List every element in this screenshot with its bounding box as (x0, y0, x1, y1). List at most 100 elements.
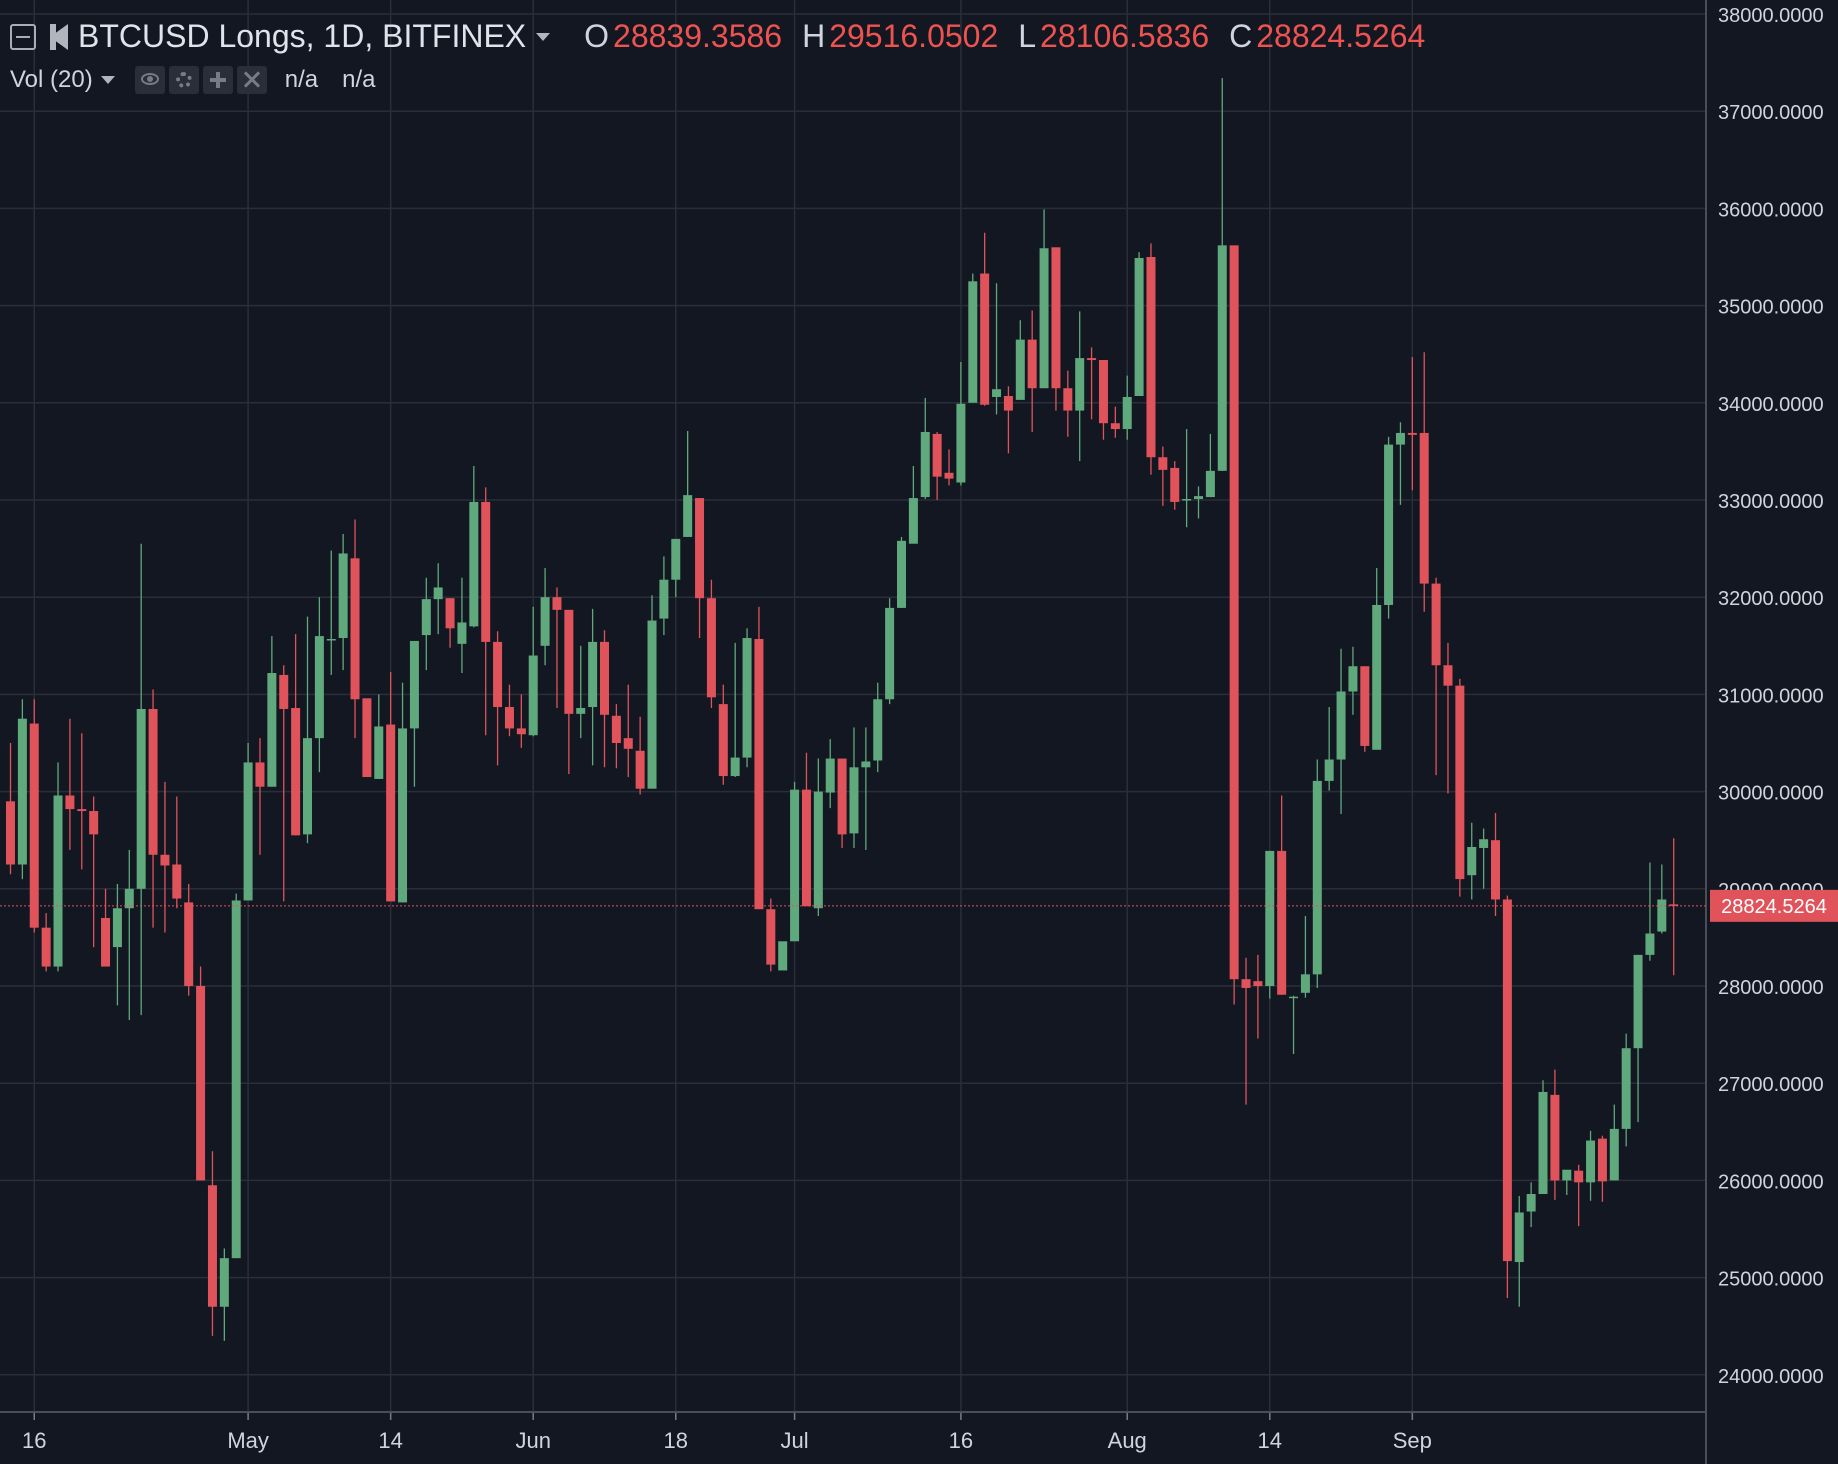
close-icon[interactable] (236, 66, 267, 94)
candle-body (635, 750, 645, 789)
candle-body (1122, 396, 1132, 430)
candle (243, 743, 253, 901)
collapse-legend-icon[interactable] (10, 23, 36, 50)
candle-body (1075, 358, 1085, 411)
candle (600, 630, 609, 768)
candle-body (184, 902, 194, 986)
candle-body (1479, 839, 1489, 848)
candle-body (718, 704, 728, 777)
candle-body (920, 431, 930, 498)
candle (362, 698, 372, 778)
candle (101, 888, 111, 967)
candle (1491, 812, 1500, 917)
candle-body (730, 757, 740, 777)
candle (1597, 1135, 1607, 1202)
candle (1621, 1033, 1631, 1147)
candle-body (778, 941, 788, 971)
candle (29, 699, 39, 933)
candle-body (374, 726, 384, 779)
candle-body (1277, 850, 1287, 995)
candle (196, 966, 206, 1181)
candle (77, 733, 87, 870)
y-tick-label: 24000.0000 (1718, 1366, 1824, 1388)
candle-body (600, 641, 609, 715)
candle (683, 430, 693, 537)
volume-chevron-down-icon[interactable] (100, 76, 115, 84)
grid-lines (0, 0, 1706, 1412)
candle (1122, 375, 1132, 440)
candle (944, 449, 954, 486)
candle (564, 609, 574, 775)
candle-body (1098, 360, 1108, 424)
y-tick-label: 34000.0000 (1718, 394, 1824, 416)
candle (124, 849, 134, 1021)
candle-body (647, 620, 657, 789)
candle (1300, 916, 1310, 998)
close-key: C (1229, 18, 1253, 54)
candle-body (1110, 423, 1120, 430)
candle (1051, 247, 1061, 411)
candle (1170, 461, 1180, 510)
candle-body (611, 715, 621, 743)
candle (1574, 1164, 1584, 1227)
candle (207, 1151, 217, 1336)
candle (148, 689, 158, 928)
candle-body (1395, 432, 1405, 445)
candle-body (136, 708, 146, 889)
candle-body (433, 587, 443, 600)
volume-indicator-label[interactable]: Vol (20) (10, 66, 93, 93)
candle-body (101, 917, 111, 967)
candle-body (564, 609, 574, 714)
candle (825, 739, 835, 809)
symbol-legend: BTCUSD Longs, 1D, BITFINEX O 28839.3586 … (10, 18, 1445, 55)
candle (6, 743, 15, 875)
candle-body (1229, 245, 1239, 980)
candle-body (255, 762, 265, 787)
candle (1609, 1104, 1619, 1181)
candle (552, 587, 562, 709)
candle-body (516, 728, 526, 735)
candle (1182, 429, 1192, 528)
plus-icon[interactable] (202, 66, 233, 94)
candle-body (291, 708, 301, 836)
candle (1395, 422, 1405, 505)
candle (1265, 850, 1275, 999)
candle-body (350, 558, 360, 700)
candle-body (1300, 974, 1310, 993)
gear-icon[interactable] (168, 66, 199, 94)
candle-body (1526, 1194, 1536, 1212)
candle (992, 283, 1002, 415)
candle (504, 684, 514, 737)
y-tick-label: 28000.0000 (1718, 977, 1824, 999)
y-tick-label: 36000.0000 (1718, 199, 1824, 221)
flag-icon[interactable] (50, 23, 68, 50)
x-tick-label: Jul (781, 1428, 809, 1453)
symbol-title[interactable]: BTCUSD Longs, 1D, BITFINEX (78, 18, 527, 54)
candle (1336, 648, 1346, 814)
candle (1289, 995, 1299, 1055)
candle-body (790, 789, 800, 942)
candle-body (77, 809, 87, 812)
volume-legend: Vol (20) n/a n/a (10, 66, 385, 94)
candle-body (1550, 1094, 1560, 1181)
candle-body (1087, 358, 1097, 361)
candle-body (326, 638, 336, 641)
candle-body (1265, 850, 1275, 986)
candle-body (908, 498, 918, 544)
candle (611, 704, 621, 769)
candle (53, 762, 63, 972)
chevron-down-icon[interactable] (536, 32, 551, 41)
candle (695, 498, 705, 639)
x-tick-label: 16 (22, 1428, 46, 1453)
candle (1312, 759, 1322, 988)
candle (659, 556, 669, 636)
candle-body (1146, 257, 1156, 458)
candle-body (742, 638, 752, 758)
candles (6, 78, 1679, 1341)
eye-icon[interactable] (134, 66, 165, 94)
candle (730, 642, 740, 778)
candle-body (1372, 604, 1382, 750)
